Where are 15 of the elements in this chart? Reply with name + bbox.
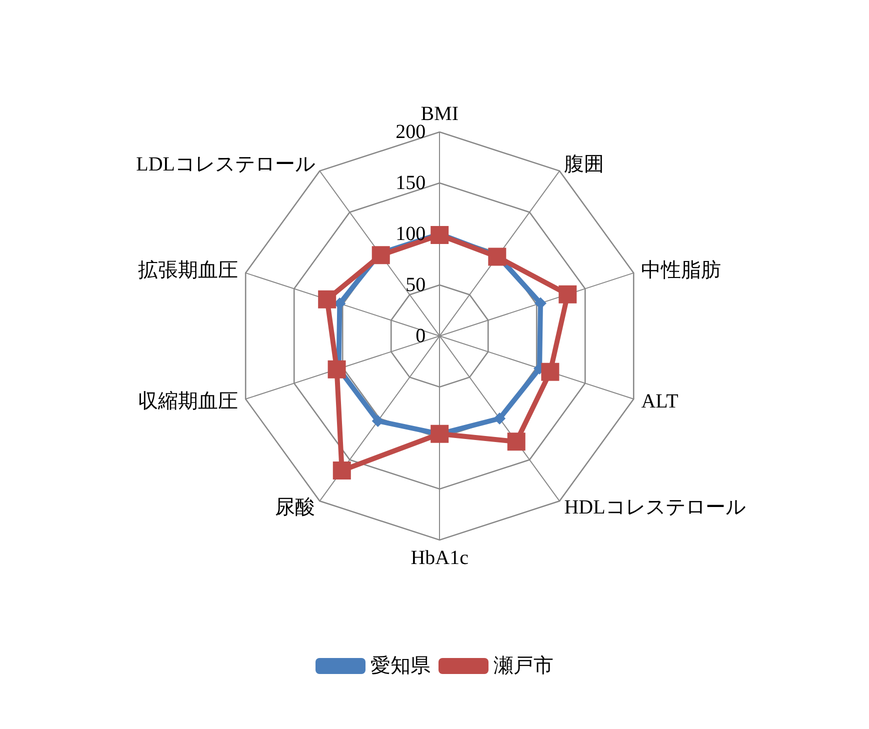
legend-label: 愛知県 xyxy=(370,655,430,677)
spoke-label: HDLコレステロール xyxy=(564,496,746,518)
y-tick-label: 100 xyxy=(396,222,426,245)
spoke-label: 中性脂肪 xyxy=(641,259,722,282)
y-tick-label: 50 xyxy=(406,274,426,296)
spoke-label: HbA1c xyxy=(410,546,469,569)
spoke-label: 拡張期血圧 xyxy=(138,259,238,282)
y-tick-label: 150 xyxy=(396,172,426,194)
y-tick-label: 0 xyxy=(416,324,426,347)
spoke-label: LDLコレステロール xyxy=(136,153,316,176)
spoke-label: 収縮期血圧 xyxy=(138,390,238,412)
spoke-label: 腹囲 xyxy=(564,153,604,176)
spoke-label: ALT xyxy=(641,390,678,412)
spoke-label: 尿酸 xyxy=(275,496,316,518)
legend-label: 瀬戸市 xyxy=(494,655,554,677)
